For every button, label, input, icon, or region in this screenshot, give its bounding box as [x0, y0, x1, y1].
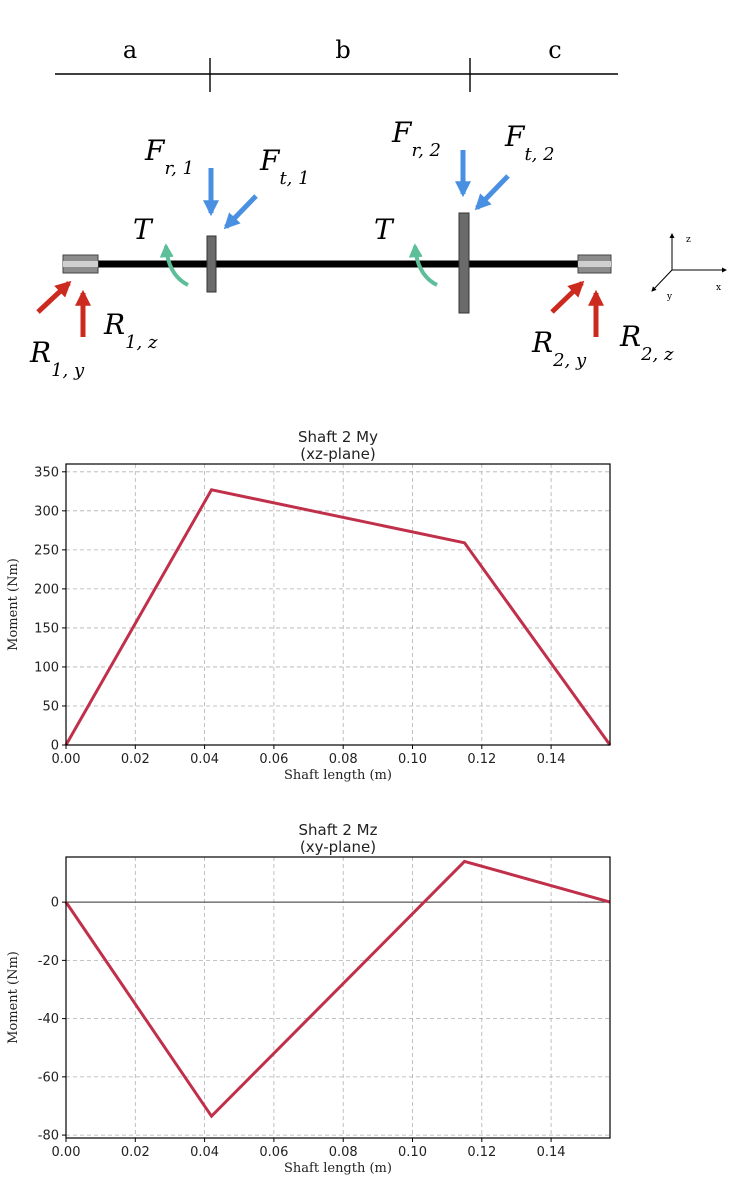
gear-1	[206, 235, 217, 293]
y-tick-label: 50	[42, 699, 59, 714]
plot-frame	[65, 463, 611, 746]
y-tick-label: -80	[38, 1129, 59, 1144]
axis-label-y: y	[666, 292, 673, 302]
coordinate-axes	[651, 233, 727, 292]
x-tick-label: 0.02	[121, 752, 150, 767]
segment-label-a: a	[123, 36, 137, 64]
x-axis-label: Shaft length (m)	[284, 768, 392, 783]
y-tick-label: 250	[34, 543, 59, 558]
moment-series-line	[64, 488, 612, 746]
label-reaction-2y: R2, y	[531, 326, 587, 371]
x-tick-label: 0.14	[537, 1145, 566, 1160]
label-torque-1: T	[133, 213, 154, 246]
torque-2-arrow	[408, 243, 438, 287]
segment-dimension-line	[55, 58, 618, 92]
y-axis-label: Moment (Nm)	[6, 951, 21, 1044]
bearing-right	[577, 254, 612, 274]
x-tick-label: 0.12	[467, 752, 496, 767]
y-tick-label: 0	[51, 739, 59, 754]
label-tangential-force-1: Ft, 1	[259, 144, 310, 189]
torque-1-arrow	[159, 243, 189, 287]
label-radial-force-2: Fr, 2	[391, 116, 441, 161]
moment-series-line	[64, 859, 611, 1119]
x-tick-label: 0.10	[398, 752, 427, 767]
chart-title: Shaft 2 Mz	[298, 821, 377, 839]
label-reaction-2z: R2, z	[619, 320, 674, 365]
axis-label-z: z	[686, 235, 691, 245]
x-tick-label: 0.12	[467, 1145, 496, 1160]
label-reaction-1z: R1, z	[103, 308, 158, 353]
chart-title: Shaft 2 My	[298, 428, 378, 446]
x-tick-label: 0.06	[259, 752, 288, 767]
axis-label-x: x	[716, 283, 721, 293]
x-tick-label: 0.08	[329, 752, 358, 767]
x-tick-label: 0.08	[329, 1145, 358, 1160]
x-axis-label: Shaft length (m)	[284, 1161, 392, 1176]
label-reaction-1y: R1, y	[29, 336, 85, 381]
chart-mz-xy-plane: Shaft 2 Mz(xy-plane) 0.00 0.02 0.04 0.06 0.08…	[6, 821, 611, 1176]
x-tick-label: 0.06	[259, 1145, 288, 1160]
y-tick-label: 100	[34, 660, 59, 675]
label-radial-force-1: Fr, 1	[144, 134, 194, 179]
bearing-left	[62, 254, 99, 274]
chart-my-xz-plane: Shaft 2 My(xz-plane) 0.00 0.02 0.04 0.06 0.08…	[6, 428, 612, 783]
y-tick-label: -60	[38, 1070, 59, 1085]
reaction-2y-arrow	[550, 280, 585, 314]
y-tick-label: 300	[34, 504, 59, 519]
y-tick-label: 200	[34, 582, 59, 597]
y-tick-label: 150	[34, 621, 59, 636]
gear-2	[458, 212, 470, 314]
x-tick-label: 0.04	[190, 752, 219, 767]
label-torque-2: T	[374, 213, 395, 246]
chart-subtitle: (xy-plane)	[300, 838, 376, 856]
segment-label-b: b	[335, 36, 350, 64]
x-tick-label: 0.00	[52, 1145, 81, 1160]
y-tick-label: -40	[38, 1012, 59, 1027]
label-tangential-force-2: Ft, 2	[504, 120, 555, 165]
shaft-free-body-diagram: a b c Fr, 1 Ft, 1 Fr, 2 Ft, 2 T T R1, y …	[29, 36, 727, 381]
tangential-force-1-arrow	[223, 194, 258, 230]
x-tick-label: 0.14	[537, 752, 566, 767]
plot-frame	[65, 856, 611, 1139]
y-tick-label: 0	[51, 896, 59, 911]
x-tick-label: 0.10	[398, 1145, 427, 1160]
x-tick-label: 0.04	[190, 1145, 219, 1160]
x-tick-label: 0.00	[52, 752, 81, 767]
tangential-force-2-arrow	[474, 174, 510, 211]
y-tick-label: -20	[38, 954, 59, 969]
chart-subtitle: (xz-plane)	[300, 445, 375, 463]
y-axis-label: Moment (Nm)	[6, 558, 21, 651]
y-tick-label: 350	[34, 465, 59, 480]
segment-label-c: c	[548, 36, 561, 64]
reaction-1y-arrow	[36, 280, 72, 314]
x-tick-label: 0.02	[121, 1145, 150, 1160]
